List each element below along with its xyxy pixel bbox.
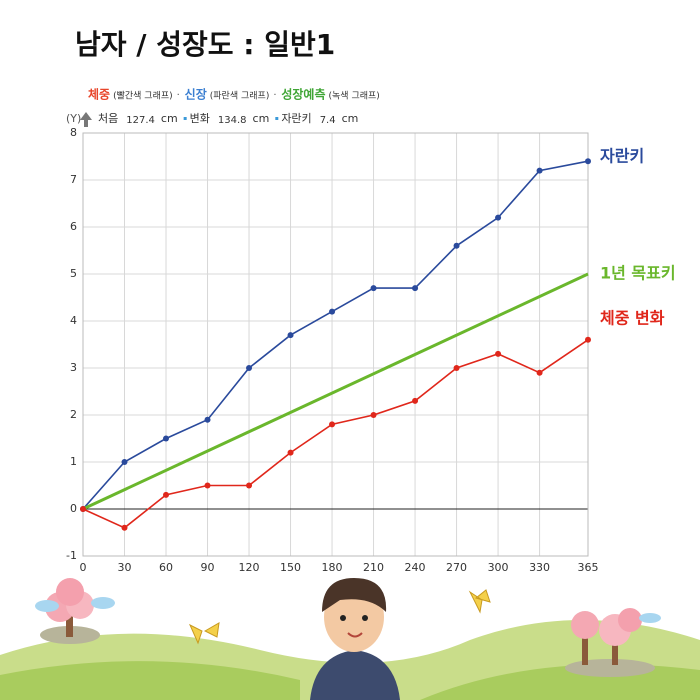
data-point — [412, 397, 419, 404]
data-point — [329, 421, 336, 428]
data-point — [246, 365, 253, 371]
data-point — [453, 242, 460, 249]
note-label: 체중 — [88, 87, 110, 102]
data-point — [585, 158, 591, 165]
x-tick-label: 90 — [201, 561, 215, 574]
arrow-icon — [80, 112, 92, 127]
series-line — [82, 160, 589, 510]
separator: · — [177, 90, 180, 101]
chart-title: 남자 / 성장도 : 일반1 — [75, 28, 335, 61]
data-point — [536, 167, 543, 174]
x-tick-label: 330 — [529, 561, 550, 574]
x-tick-label: 120 — [239, 561, 260, 574]
data-point — [370, 285, 377, 292]
bullet — [275, 117, 279, 120]
y-tick-label: -1 — [66, 549, 77, 562]
data-point — [495, 214, 502, 221]
y-tick-label: 3 — [70, 361, 77, 374]
info-value: 127.4 — [126, 115, 155, 126]
data-point — [453, 365, 460, 371]
data-point — [370, 412, 377, 418]
data-point — [204, 416, 211, 423]
info-label: 처음 — [98, 112, 118, 125]
info-value: 134.8 — [218, 115, 247, 126]
series-label: 1년 목표키 — [600, 264, 676, 283]
data-point — [80, 506, 86, 512]
data-point — [412, 285, 419, 292]
note-desc: (녹색 그래프) — [329, 91, 380, 102]
y-tick-label: 4 — [70, 314, 77, 327]
data-point — [204, 482, 211, 489]
y-tick-label: 5 — [70, 267, 77, 280]
info-label: 자란키 — [281, 112, 311, 125]
y-tick-label: 1 — [70, 455, 77, 468]
x-tick-label: 240 — [405, 561, 426, 574]
separator: · — [273, 90, 276, 101]
note-label: 성장예측 — [281, 87, 325, 102]
data-point — [121, 459, 128, 465]
info-unit: cm — [161, 112, 178, 125]
bullet — [183, 117, 187, 120]
note-desc: (파란색 그래프) — [210, 90, 270, 102]
x-tick-label: 0 — [80, 561, 87, 574]
data-point — [287, 449, 294, 456]
y-tick-label: 0 — [70, 502, 77, 515]
scenery — [0, 578, 700, 700]
series-label: 자란키 — [600, 147, 644, 166]
x-tick-label: 365 — [578, 561, 599, 574]
x-tick-label: 60 — [159, 561, 173, 574]
plot-frame — [82, 132, 589, 557]
series-line — [82, 272, 589, 511]
info-value: 7.4 — [320, 115, 336, 126]
data-point — [536, 369, 543, 376]
data-point — [163, 435, 170, 442]
x-tick-label: 150 — [280, 561, 301, 574]
x-tick-label: 270 — [446, 561, 467, 574]
data-point — [329, 308, 336, 315]
series-label: 체중 변화 — [600, 308, 665, 327]
x-tick-label: 180 — [322, 561, 343, 574]
data-point — [121, 524, 128, 531]
y-axis-label: (Y) — [66, 112, 81, 125]
note-label: 신장 — [185, 87, 207, 102]
data-point — [246, 482, 253, 489]
info-label: 변화 — [190, 112, 210, 125]
data-point — [495, 350, 502, 357]
x-tick-label: 30 — [118, 561, 132, 574]
info-unit: cm — [342, 112, 359, 125]
y-tick-label: 6 — [70, 220, 77, 233]
data-point — [287, 332, 294, 339]
y-tick-label: 8 — [70, 126, 77, 139]
x-tick-label: 210 — [363, 561, 384, 574]
data-point — [163, 491, 170, 498]
data-point — [585, 336, 591, 343]
info-unit: cm — [253, 112, 270, 125]
x-tick-label: 300 — [488, 561, 509, 574]
y-tick-label: 2 — [70, 408, 77, 421]
note-desc: (빨간색 그래프) — [113, 91, 173, 102]
y-tick-label: 7 — [70, 173, 77, 186]
